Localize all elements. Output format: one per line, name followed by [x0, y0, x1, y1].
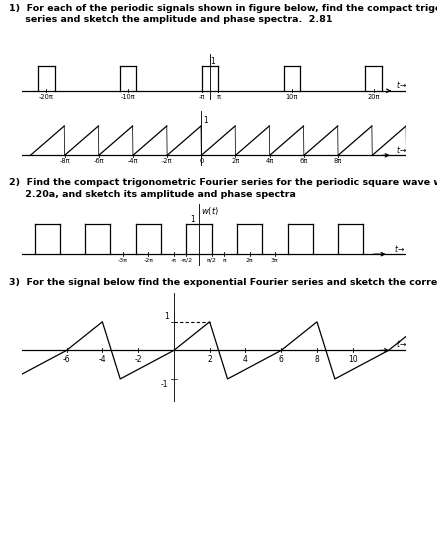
- Text: π: π: [222, 258, 226, 263]
- Text: 2.20a, and sketch its amplitude and phase spectra: 2.20a, and sketch its amplitude and phas…: [9, 190, 295, 199]
- Text: -1: -1: [161, 381, 169, 389]
- Text: -2π: -2π: [162, 158, 173, 165]
- Text: 3)  For the signal below find the exponential Fourier series and sketch the corr: 3) For the signal below find the exponen…: [9, 278, 437, 287]
- Text: 2π: 2π: [231, 158, 239, 165]
- Text: -3π: -3π: [118, 258, 128, 263]
- Text: $t\!\rightarrow$: $t\!\rightarrow$: [394, 243, 405, 254]
- Text: 4π: 4π: [266, 158, 274, 165]
- Text: $w(t)$: $w(t)$: [201, 205, 219, 217]
- Text: 2π: 2π: [246, 258, 253, 263]
- Text: π: π: [216, 93, 220, 100]
- Text: -20π: -20π: [39, 93, 54, 100]
- Text: 8: 8: [315, 355, 319, 364]
- Text: -6: -6: [63, 355, 70, 364]
- Text: -π: -π: [171, 258, 177, 263]
- Text: 4: 4: [243, 355, 248, 364]
- Text: 1: 1: [211, 56, 215, 66]
- Text: 10π: 10π: [286, 93, 298, 100]
- Text: 1: 1: [203, 116, 208, 125]
- Text: π/2: π/2: [207, 258, 217, 263]
- Text: 1: 1: [191, 215, 195, 224]
- Text: -4: -4: [98, 355, 106, 364]
- Text: 0: 0: [199, 158, 204, 165]
- Text: -π/2: -π/2: [180, 258, 192, 263]
- Text: -2: -2: [134, 355, 142, 364]
- Text: 2)  Find the compact trigonometric Fourier series for the periodic square wave w: 2) Find the compact trigonometric Fourie…: [9, 178, 437, 187]
- Text: 8π: 8π: [334, 158, 342, 165]
- Text: -4π: -4π: [128, 158, 138, 165]
- Text: 6: 6: [279, 355, 284, 364]
- Text: $t\!\rightarrow$: $t\!\rightarrow$: [396, 144, 407, 155]
- Text: $t\!\rightarrow$: $t\!\rightarrow$: [396, 79, 407, 90]
- Text: 10: 10: [348, 355, 357, 364]
- Text: 1)  For each of the periodic signals shown in figure below, find the compact tri: 1) For each of the periodic signals show…: [9, 4, 437, 13]
- Text: 3π: 3π: [271, 258, 279, 263]
- Text: $t\!\rightarrow$: $t\!\rightarrow$: [395, 338, 407, 349]
- Text: -10π: -10π: [121, 93, 135, 100]
- Text: -2π: -2π: [143, 258, 153, 263]
- Text: -π: -π: [199, 93, 205, 100]
- Text: 20π: 20π: [368, 93, 380, 100]
- Text: series and sketch the amplitude and phase spectra.  2.81: series and sketch the amplitude and phas…: [9, 15, 332, 24]
- Text: 1: 1: [164, 312, 169, 321]
- Text: 2: 2: [207, 355, 212, 364]
- Text: -8π: -8π: [59, 158, 70, 165]
- Text: -6π: -6π: [94, 158, 104, 165]
- Text: 6π: 6π: [300, 158, 308, 165]
